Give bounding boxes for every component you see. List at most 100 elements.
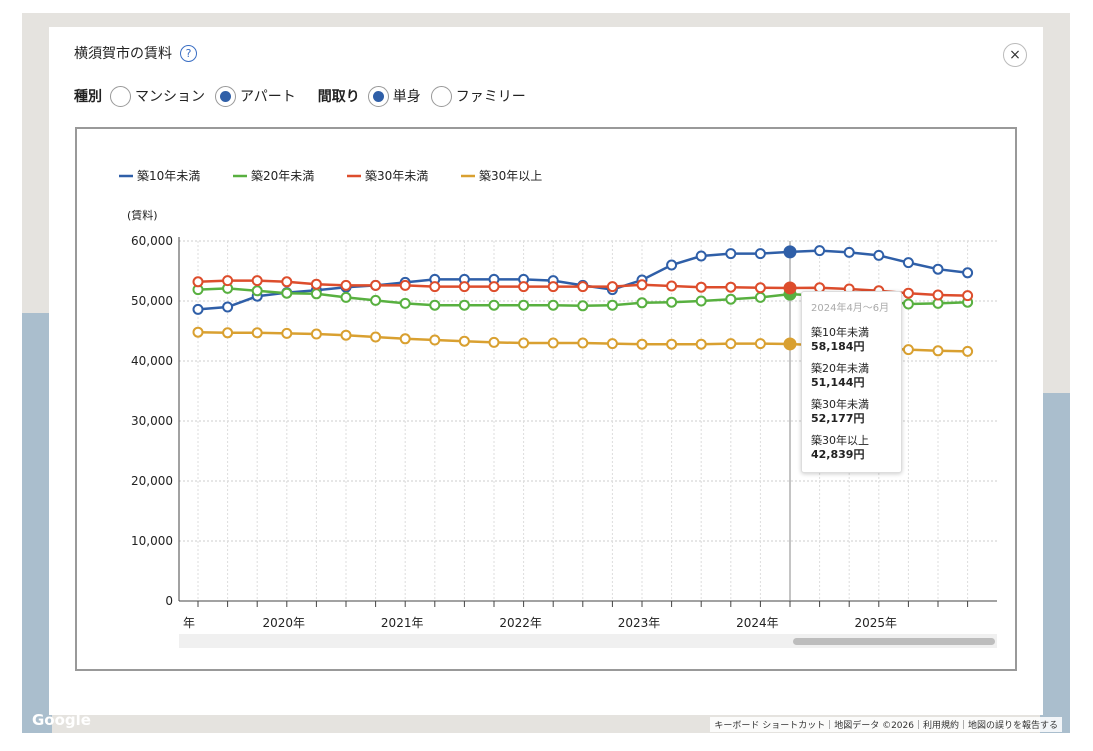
data-point[interactable] [783,245,797,259]
data-point[interactable] [725,248,737,260]
data-point[interactable] [695,281,707,293]
data-point[interactable] [577,337,589,349]
data-point[interactable] [251,275,263,287]
data-point[interactable] [695,295,707,307]
type-radio-mansion[interactable]: マンション [110,85,205,107]
data-point[interactable] [310,328,322,340]
data-point[interactable] [458,281,470,293]
data-point[interactable] [340,279,352,291]
data-point[interactable] [902,298,914,310]
data-point[interactable] [725,293,737,305]
data-point[interactable] [192,303,204,315]
data-point[interactable] [932,263,944,275]
data-point[interactable] [577,300,589,312]
data-point[interactable] [606,281,618,293]
data-point[interactable] [310,278,322,290]
radio-button-checked[interactable] [215,85,236,107]
data-point[interactable] [429,334,441,346]
data-point[interactable] [754,338,766,350]
layout-radio-family[interactable]: ファミリー [430,85,526,107]
data-point[interactable] [429,281,441,293]
data-point[interactable] [962,345,974,357]
data-point[interactable] [340,291,352,303]
data-point[interactable] [518,299,530,311]
data-point[interactable] [399,279,411,291]
data-point[interactable] [606,338,618,350]
data-point[interactable] [251,327,263,339]
data-point[interactable] [666,280,678,292]
data-point[interactable] [458,299,470,311]
layout-radio-single[interactable]: 単身 [367,85,421,107]
data-point[interactable] [873,249,885,261]
data-point[interactable] [429,299,441,311]
data-point[interactable] [370,331,382,343]
data-point[interactable] [636,297,648,309]
data-point[interactable] [902,344,914,356]
radio-button-checked[interactable] [367,85,389,107]
data-point[interactable] [192,326,204,338]
data-point[interactable] [577,281,589,293]
data-point[interactable] [547,337,559,349]
chart-scrollbar-thumb[interactable] [793,638,995,645]
data-point[interactable] [932,345,944,357]
data-point[interactable] [281,276,293,288]
map-attribution[interactable]: キーボード ショートカット｜地図データ ©2026｜利用規約｜地図の誤りを報告す… [710,717,1062,732]
data-point[interactable] [518,281,530,293]
radio-button[interactable] [430,85,452,107]
data-point[interactable] [192,276,204,288]
data-point[interactable] [783,281,797,295]
data-point[interactable] [340,329,352,341]
close-button[interactable]: × [1003,43,1027,67]
data-point[interactable] [695,338,707,350]
data-point[interactable] [754,291,766,303]
data-point[interactable] [843,246,855,258]
data-point[interactable] [370,294,382,306]
legend-label[interactable]: 築30年未満 [365,168,428,183]
data-point[interactable] [636,338,648,350]
legend-label[interactable]: 築20年未満 [251,168,314,183]
tooltip-item: 築30年以上 42,839円 [811,434,892,462]
data-point[interactable] [310,288,322,300]
data-point[interactable] [962,290,974,302]
rent-line-chart[interactable]: 0 10,000 20,000 30,000 40,000 50,000 60,000 (賃料… [77,129,1015,669]
data-point[interactable] [222,301,234,313]
data-point[interactable] [222,275,234,287]
data-point[interactable] [666,296,678,308]
data-point[interactable] [518,337,530,349]
data-point[interactable] [281,327,293,339]
data-point[interactable] [281,287,293,299]
data-point[interactable] [488,299,500,311]
data-point[interactable] [547,299,559,311]
data-point[interactable] [458,335,470,347]
data-point[interactable] [932,289,944,301]
data-point[interactable] [725,281,737,293]
data-point[interactable] [666,338,678,350]
data-point[interactable] [666,259,678,271]
tooltip-item: 築30年未満 52,177円 [811,398,892,426]
data-point[interactable] [399,333,411,345]
data-point[interactable] [488,281,500,293]
data-point[interactable] [222,327,234,339]
data-point[interactable] [399,297,411,309]
data-point[interactable] [251,285,263,297]
data-point[interactable] [962,267,974,279]
help-icon[interactable]: ? [180,44,197,62]
data-point[interactable] [636,279,648,291]
data-point[interactable] [695,250,707,262]
legend-label[interactable]: 築10年未満 [137,168,200,183]
data-point[interactable] [725,338,737,350]
data-point[interactable] [754,248,766,260]
data-point[interactable] [783,337,797,351]
chart-scrollbar[interactable] [179,634,997,648]
legend-label[interactable]: 築30年以上 [479,168,542,183]
data-point[interactable] [902,287,914,299]
data-point[interactable] [814,245,826,257]
data-point[interactable] [902,257,914,269]
data-point[interactable] [547,281,559,293]
type-radio-apartment[interactable]: アパート [215,85,296,107]
data-point[interactable] [370,279,382,291]
data-point[interactable] [754,282,766,294]
data-point[interactable] [606,299,618,311]
data-point[interactable] [488,336,500,348]
radio-button[interactable] [110,85,131,107]
